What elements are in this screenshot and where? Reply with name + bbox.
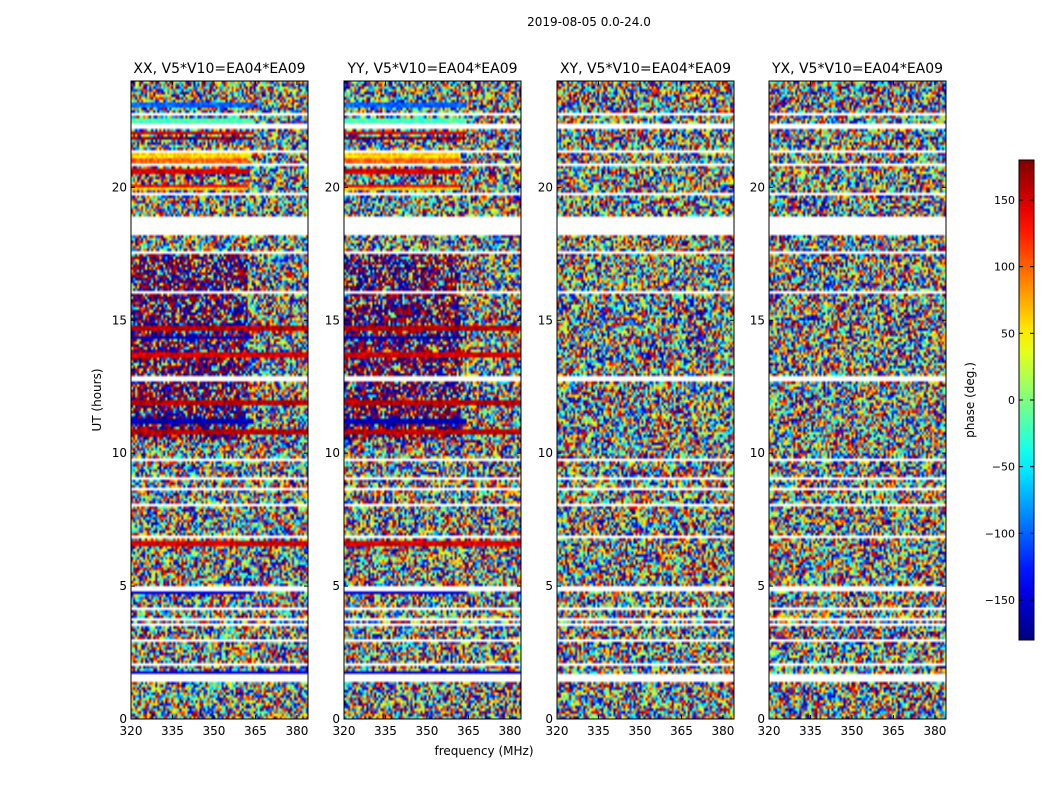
colorbar-tick-label: −100 [985,527,1015,540]
x-tick-label: 320 [333,724,356,738]
x-tick-label: 365 [457,724,480,738]
colorbar-tick-label: 0 [1008,394,1015,407]
y-tick-label: 10 [325,446,340,460]
x-tick-label: 350 [841,724,864,738]
colorbar-label: phase (deg.) [963,362,977,438]
y-tick-label: 15 [325,313,340,327]
x-tick-label: 380 [711,724,734,738]
axes-frame [130,80,309,720]
y-tick-label: 20 [750,180,765,194]
x-tick-label: 320 [546,724,569,738]
y-tick-label: 15 [112,313,127,327]
phase-waterfall-image [344,81,521,719]
figure-suptitle: 2019-08-05 0.0-24.0 [527,15,651,29]
axes-frame [556,80,735,720]
x-tick-label: 380 [285,724,308,738]
y-tick-label: 5 [757,579,765,593]
colorbar-tick-label: −150 [985,594,1015,607]
y-tick-label: 20 [325,180,340,194]
x-tick-label: 365 [670,724,693,738]
x-axis-label: frequency (MHz) [434,744,533,758]
panel-yx: YX, V5*V10=EA04*EA09 0 5 10 15 20 320 335 350 365… [750,61,947,738]
axes-frame [768,80,947,720]
y-tick-label: 0 [332,712,340,726]
panel-xx: XX, V5*V10=EA04*EA09 0 5 10 15 20 320 335 350 365… [112,61,309,738]
x-tick-label: 335 [799,724,822,738]
panel-title: YX, V5*V10=EA04*EA09 [771,61,943,77]
y-tick-label: 5 [545,579,553,593]
y-tick-label: 10 [750,446,765,460]
panel-title: XY, V5*V10=EA04*EA09 [560,61,731,77]
y-tick-label: 0 [757,712,765,726]
panels-group: XX, V5*V10=EA04*EA09 0 5 10 15 20 320 335 350 365… [112,61,947,738]
x-tick-label: 335 [161,724,184,738]
y-tick-label: 5 [119,579,127,593]
x-tick-label: 335 [374,724,397,738]
phase-waterfall-image [769,81,946,719]
y-tick-label: 15 [538,313,553,327]
x-tick-label: 320 [120,724,143,738]
x-tick-label: 350 [416,724,439,738]
y-tick-label: 10 [112,446,127,460]
x-tick-label: 335 [587,724,610,738]
x-tick-label: 380 [498,724,521,738]
panel-title: XX, V5*V10=EA04*EA09 [133,61,305,77]
y-tick-label: 5 [332,579,340,593]
y-tick-label: 0 [119,712,127,726]
axes-frame [343,80,522,720]
x-tick-label: 365 [882,724,905,738]
colorbar-tick-label: −50 [992,461,1015,474]
x-tick-label: 365 [244,724,267,738]
y-tick-label: 10 [538,446,553,460]
y-tick-label: 20 [112,180,127,194]
colorbar-tick-label: 50 [1001,327,1015,340]
x-tick-label: 350 [203,724,226,738]
x-tick-label: 380 [923,724,946,738]
panel-title: YY, V5*V10=EA04*EA09 [346,61,517,77]
y-tick-label: 0 [545,712,553,726]
colorbar-tick-label: 100 [994,261,1015,274]
panel-yy: YY, V5*V10=EA04*EA09 0 5 10 15 20 320 335 350 365… [325,61,522,738]
colorbar-tick-label: 150 [994,194,1015,207]
x-tick-label: 350 [629,724,652,738]
y-tick-label: 15 [750,313,765,327]
x-tick-label: 320 [758,724,781,738]
colorbar: −150 −100 −50 0 50 100 150 [985,159,1035,641]
y-tick-label: 20 [538,180,553,194]
phase-waterfall-image [557,81,734,719]
panel-xy: XY, V5*V10=EA04*EA09 0 5 10 15 20 320 335 350 365… [538,61,735,738]
phase-waterfall-image [131,81,308,719]
y-axis-label: UT (hours) [90,368,104,431]
